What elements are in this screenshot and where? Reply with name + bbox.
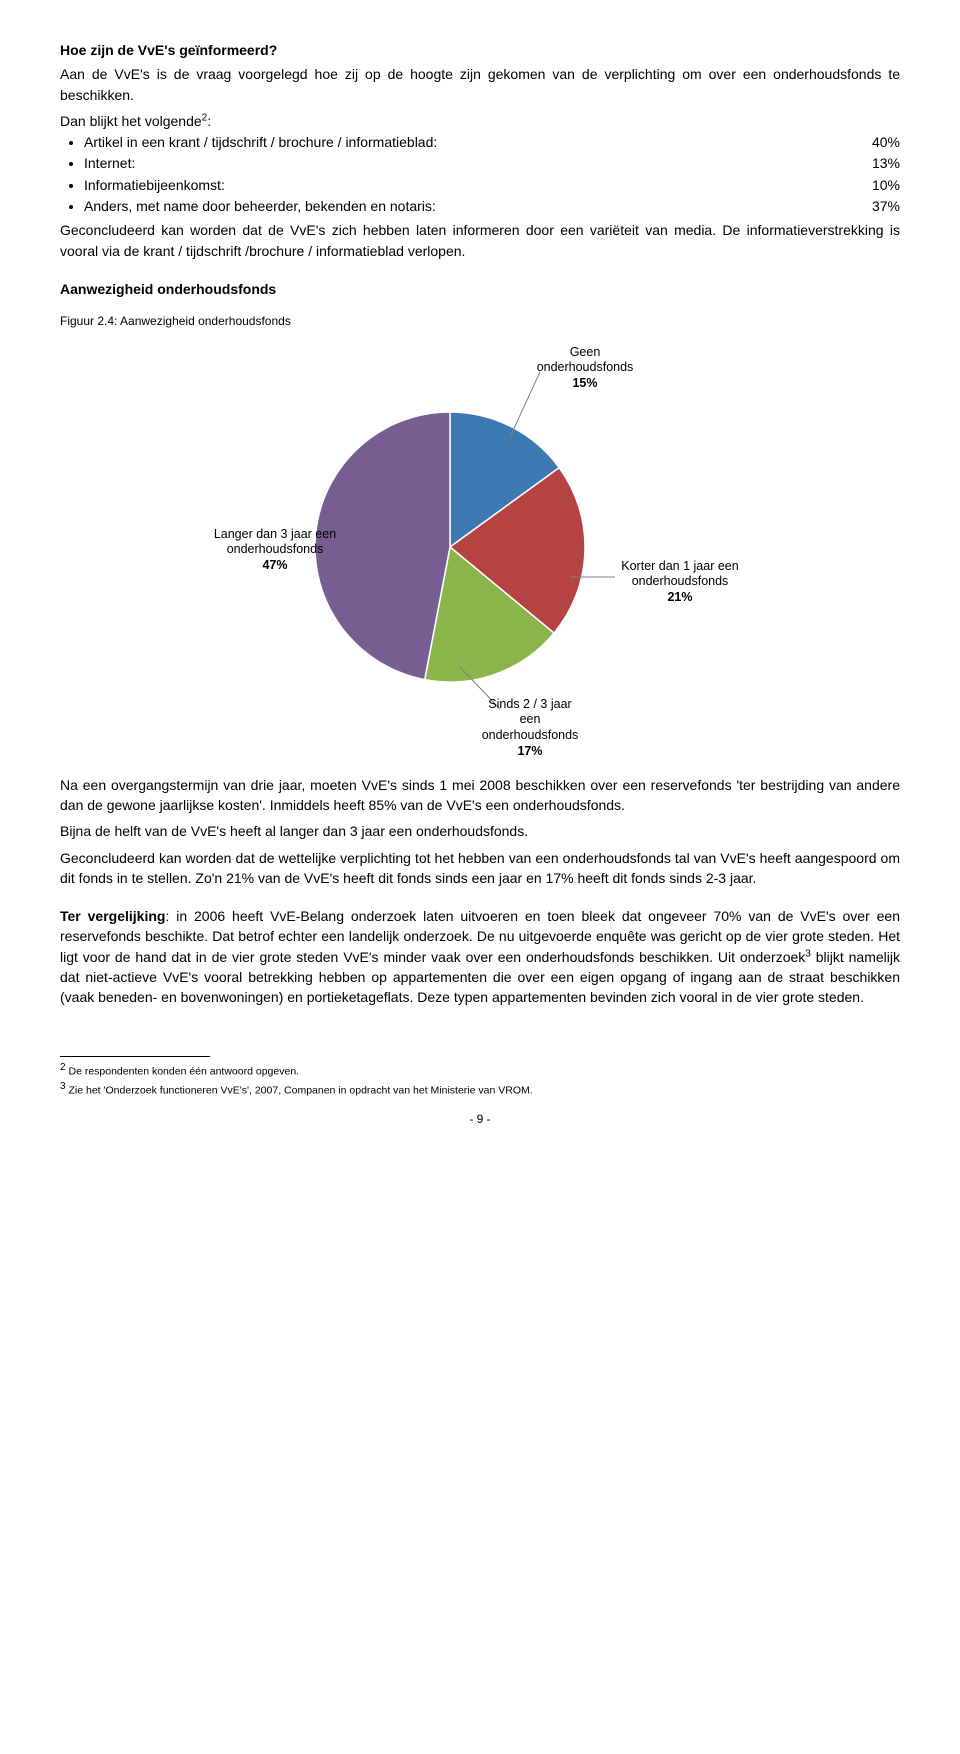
slice-label-line: Korter dan 1 jaar een <box>621 559 738 573</box>
p4a: : in 2006 heeft VvE-Belang onderzoek lat… <box>60 908 900 965</box>
lead-text: Dan blijkt het volgende <box>60 113 202 129</box>
footnotes: 2 De respondenten konden één antwoord op… <box>60 1056 900 1099</box>
body-p3: Geconcludeerd kan worden dat de wettelij… <box>60 848 900 889</box>
slice-label-2: Sinds 2 / 3 jaar een onderhoudsfonds 17% <box>465 697 595 760</box>
section1-tail: Geconcludeerd kan worden dat de VvE's zi… <box>60 220 900 261</box>
body-p1: Na een overgangstermijn van drie jaar, m… <box>60 775 900 816</box>
body-p4: Ter vergelijking: in 2006 heeft VvE-Bela… <box>60 906 900 1007</box>
body-p2: Bijna de helft van de VvE's heeft al lan… <box>60 821 900 841</box>
slice-label-3: Langer dan 3 jaar een onderhoudsfonds 47… <box>200 527 350 574</box>
slice-label-line: Sinds 2 / 3 jaar <box>488 697 571 711</box>
bullet-value: 13% <box>840 153 900 173</box>
slice-label-1: Korter dan 1 jaar een onderhoudsfonds 21… <box>605 559 755 606</box>
slice-label-0: Geen onderhoudsfonds 15% <box>520 345 650 392</box>
bullet-label: Anders, met name door beheerder, bekende… <box>84 196 840 216</box>
slice-pct: 17% <box>517 744 542 758</box>
footnote-rule <box>60 1056 210 1057</box>
bullet-value: 40% <box>840 132 900 152</box>
slice-pct: 21% <box>667 590 692 604</box>
slice-pct: 47% <box>262 558 287 572</box>
fn-text: De respondenten konden één antwoord opge… <box>66 1065 300 1077</box>
slice-label-line: een <box>520 712 541 726</box>
bullet-item: Internet:13% <box>84 153 900 173</box>
slice-label-line: Langer dan 3 jaar een <box>214 527 336 541</box>
bullet-value: 10% <box>840 175 900 195</box>
slice-label-line: onderhoudsfonds <box>537 360 634 374</box>
bullet-item: Anders, met name door beheerder, bekende… <box>84 196 900 216</box>
bullet-list: Artikel in een krant / tijdschrift / bro… <box>60 132 900 216</box>
slice-label-line: onderhoudsfonds <box>632 574 729 588</box>
slice-pct: 15% <box>572 376 597 390</box>
lead-tail: : <box>207 113 211 129</box>
bullet-label: Internet: <box>84 153 840 173</box>
pie-chart: Geen onderhoudsfonds 15% Korter dan 1 ja… <box>200 337 760 767</box>
bullet-value: 37% <box>840 196 900 216</box>
footnote-2: 2 De respondenten konden één antwoord op… <box>60 1061 900 1080</box>
section2-heading: Aanwezigheid onderhoudsfonds <box>60 279 900 299</box>
bullet-item: Artikel in een krant / tijdschrift / bro… <box>84 132 900 152</box>
fn-text: Zie het 'Onderzoek functioneren VvE's', … <box>66 1085 533 1097</box>
section1-lead: Dan blijkt het volgende2: <box>60 111 900 131</box>
bullet-item: Informatiebijeenkomst:10% <box>84 175 900 195</box>
slice-label-line: Geen <box>570 345 601 359</box>
bullet-label: Informatiebijeenkomst: <box>84 175 840 195</box>
bullet-label: Artikel in een krant / tijdschrift / bro… <box>84 132 840 152</box>
p4-lead: Ter vergelijking <box>60 908 165 924</box>
page-number: - 9 - <box>60 1111 900 1128</box>
slice-label-line: onderhoudsfonds <box>227 542 324 556</box>
section1-intro: Aan de VvE's is de vraag voorgelegd hoe … <box>60 64 900 105</box>
figure-caption: Figuur 2.4: Aanwezigheid onderhoudsfonds <box>60 313 900 330</box>
slice-label-line: onderhoudsfonds <box>482 728 579 742</box>
section1-heading: Hoe zijn de VvE's geïnformeerd? <box>60 40 900 60</box>
footnote-3: 3 Zie het 'Onderzoek functioneren VvE's'… <box>60 1080 900 1099</box>
